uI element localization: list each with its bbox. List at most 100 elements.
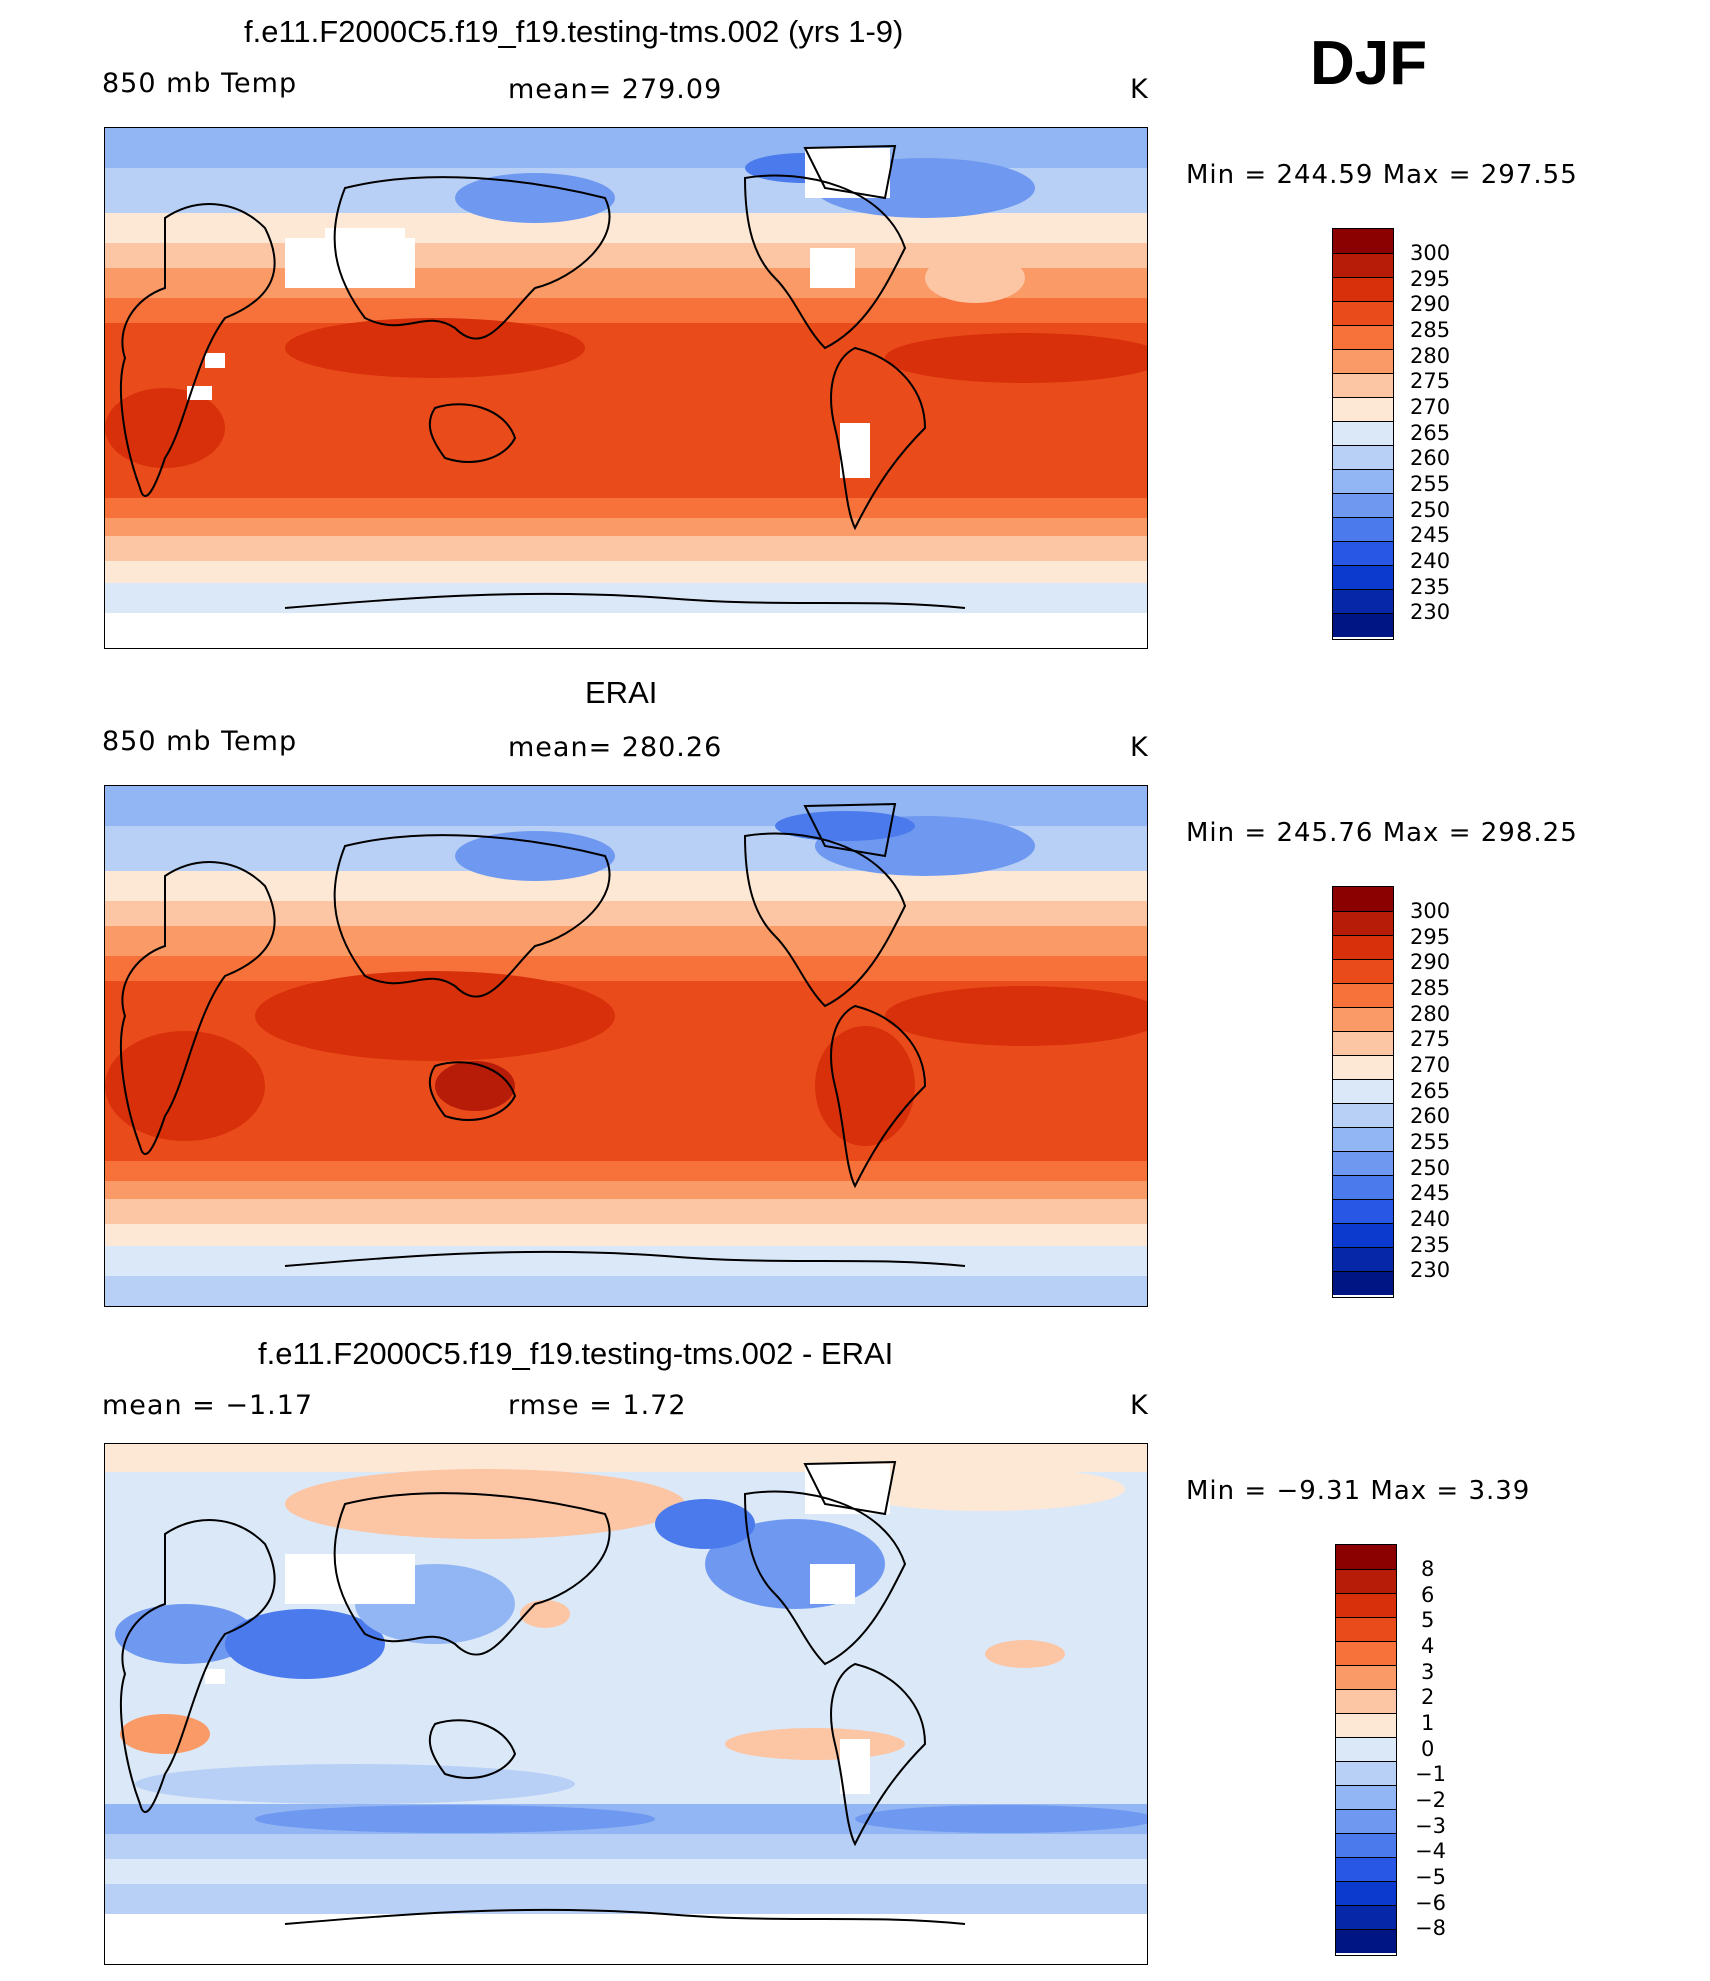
swatch [1336, 1929, 1396, 1953]
colorbar-label: 280 [1410, 1002, 1451, 1026]
swatch [1333, 517, 1393, 541]
swatch [1333, 373, 1393, 397]
colorbar-label: −6 [1415, 1891, 1446, 1915]
colorbar-label: 270 [1410, 1053, 1451, 1077]
mean-label: mean= 280.26 [508, 732, 723, 763]
variable-label: 850 mb Temp [102, 68, 298, 99]
colorbar-label: 260 [1410, 1104, 1451, 1128]
colorbar-label: −3 [1415, 1814, 1446, 1838]
colorbar-swatches [1332, 886, 1394, 1298]
map-field [105, 786, 1147, 1306]
colorbar-label: 265 [1410, 1079, 1451, 1103]
colorbar-label: 240 [1410, 1207, 1451, 1231]
swatch [1333, 589, 1393, 613]
swatch [1336, 1809, 1396, 1833]
colorbar-label: 285 [1410, 318, 1451, 342]
swatch [1333, 1079, 1393, 1103]
swatch [1333, 887, 1393, 911]
colorbar-label: 275 [1410, 1027, 1451, 1051]
minmax-label: Min = −9.31 Max = 3.39 [1186, 1476, 1531, 1506]
swatch [1333, 1007, 1393, 1031]
swatch [1333, 1055, 1393, 1079]
colorbar-label: 300 [1410, 899, 1451, 923]
season-label: DJF [1310, 29, 1428, 98]
variable-label: 850 mb Temp [102, 726, 298, 757]
colorbar-label: −1 [1415, 1762, 1446, 1786]
colorbar-label: −8 [1415, 1916, 1446, 1940]
colorbar-label: 6 [1421, 1583, 1435, 1607]
colorbar-label: 8 [1421, 1557, 1435, 1581]
band-arctic [105, 128, 1147, 168]
units-label: K [1130, 74, 1149, 105]
swatch [1336, 1713, 1396, 1737]
swatch [1333, 565, 1393, 589]
panel-title: f.e11.F2000C5.f19_f19.testing-tms.002 (y… [244, 14, 904, 49]
swatch [1333, 1175, 1393, 1199]
swatch [1333, 959, 1393, 983]
colorbar-label: 265 [1410, 421, 1451, 445]
swatch [1333, 493, 1393, 517]
units-label: K [1130, 732, 1149, 763]
colorbar-label: 275 [1410, 369, 1451, 393]
colorbar-label: 250 [1410, 498, 1451, 522]
swatch [1336, 1905, 1396, 1929]
swatch [1333, 1199, 1393, 1223]
minmax-label: Min = 244.59 Max = 297.55 [1186, 160, 1578, 190]
swatch [1336, 1545, 1396, 1569]
colorbar-label: 3 [1421, 1660, 1435, 1684]
swatch [1336, 1641, 1396, 1665]
colorbar-label: 5 [1421, 1608, 1435, 1632]
swatch [1333, 325, 1393, 349]
swatch [1336, 1665, 1396, 1689]
swatch [1333, 1223, 1393, 1247]
swatch [1333, 1031, 1393, 1055]
swatch [1333, 983, 1393, 1007]
swatch [1336, 1857, 1396, 1881]
swatch [1333, 935, 1393, 959]
colorbar-label: 270 [1410, 395, 1451, 419]
colorbar-swatches [1332, 228, 1394, 640]
swatch [1333, 397, 1393, 421]
colorbar-label: 4 [1421, 1634, 1435, 1658]
panel-title: f.e11.F2000C5.f19_f19.testing-tms.002 - … [258, 1336, 894, 1371]
colorbar-label: 255 [1410, 472, 1451, 496]
swatch [1333, 469, 1393, 493]
colorbar-label: 280 [1410, 344, 1451, 368]
units-label: K [1130, 1390, 1149, 1421]
swatch [1336, 1785, 1396, 1809]
colorbar-label: 0 [1421, 1737, 1435, 1761]
colorbar-label: 235 [1410, 575, 1451, 599]
swatch [1333, 1247, 1393, 1271]
colorbar-label: 250 [1410, 1156, 1451, 1180]
colorbar-label: 295 [1410, 925, 1451, 949]
swatch [1333, 229, 1393, 253]
swatch [1336, 1593, 1396, 1617]
rmse-label: rmse = 1.72 [508, 1390, 687, 1421]
colorbar-label: 260 [1410, 446, 1451, 470]
swatch [1333, 421, 1393, 445]
colorbar-label: 240 [1410, 549, 1451, 573]
mean-label: mean = −1.17 [102, 1390, 314, 1421]
map-diff [104, 1443, 1148, 1965]
swatch [1333, 277, 1393, 301]
colorbar-label: −5 [1415, 1865, 1446, 1889]
swatch [1333, 1103, 1393, 1127]
colorbar-label: 255 [1410, 1130, 1451, 1154]
swatch [1333, 1151, 1393, 1175]
swatch [1336, 1617, 1396, 1641]
colorbar-label: 245 [1410, 1181, 1451, 1205]
colorbar-label: 285 [1410, 976, 1451, 1000]
swatch [1336, 1569, 1396, 1593]
colorbar-label: 300 [1410, 241, 1451, 265]
swatch [1333, 253, 1393, 277]
colorbar-label: 290 [1410, 292, 1451, 316]
panel-title: ERAI [585, 675, 658, 710]
swatch [1333, 1271, 1393, 1295]
colorbar-label: 295 [1410, 267, 1451, 291]
colorbar-label: −4 [1415, 1839, 1446, 1863]
minmax-label: Min = 245.76 Max = 298.25 [1186, 818, 1578, 848]
colorbar-label: 245 [1410, 523, 1451, 547]
map-field [105, 128, 1147, 648]
swatch [1333, 349, 1393, 373]
